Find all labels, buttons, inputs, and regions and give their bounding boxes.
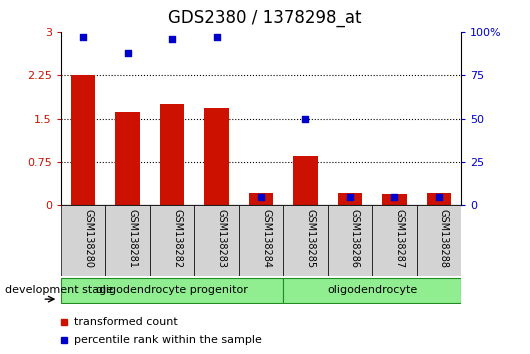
- Text: GSM138280: GSM138280: [83, 209, 93, 268]
- Bar: [105, 205, 150, 276]
- Point: [435, 194, 443, 200]
- Bar: [160, 104, 184, 205]
- Text: GSM138286: GSM138286: [350, 209, 360, 268]
- Bar: [293, 156, 317, 205]
- Bar: [195, 205, 239, 276]
- Text: GDS2380 / 1378298_at: GDS2380 / 1378298_at: [168, 9, 362, 27]
- Point: [301, 116, 310, 121]
- Text: oligodendrocyte: oligodendrocyte: [327, 285, 417, 295]
- Text: percentile rank within the sample: percentile rank within the sample: [74, 335, 262, 345]
- Text: GSM138282: GSM138282: [172, 209, 182, 268]
- Text: GSM138284: GSM138284: [261, 209, 271, 268]
- Point: [168, 36, 176, 42]
- Text: development stage: development stage: [5, 285, 113, 295]
- Bar: [382, 194, 407, 205]
- Text: GSM138287: GSM138287: [394, 209, 404, 268]
- Text: GSM138281: GSM138281: [128, 209, 138, 268]
- Point: [390, 194, 399, 200]
- Point: [346, 194, 354, 200]
- Bar: [417, 205, 461, 276]
- Bar: [205, 108, 229, 205]
- Bar: [61, 278, 283, 303]
- Text: oligodendrocyte progenitor: oligodendrocyte progenitor: [96, 285, 248, 295]
- Bar: [283, 205, 328, 276]
- Bar: [249, 193, 273, 205]
- Bar: [239, 205, 283, 276]
- Bar: [61, 205, 105, 276]
- Bar: [150, 205, 195, 276]
- Point: [123, 50, 132, 56]
- Text: transformed count: transformed count: [74, 317, 178, 327]
- Point: [213, 34, 221, 40]
- Bar: [116, 112, 140, 205]
- Text: GSM138283: GSM138283: [217, 209, 226, 268]
- Bar: [328, 205, 372, 276]
- Bar: [427, 193, 451, 205]
- Bar: [372, 205, 417, 276]
- Bar: [338, 193, 362, 205]
- Bar: [283, 278, 461, 303]
- Point: [79, 34, 87, 40]
- Bar: [71, 75, 95, 205]
- Text: GSM138285: GSM138285: [305, 209, 315, 268]
- Point: [257, 194, 266, 200]
- Text: GSM138288: GSM138288: [439, 209, 449, 268]
